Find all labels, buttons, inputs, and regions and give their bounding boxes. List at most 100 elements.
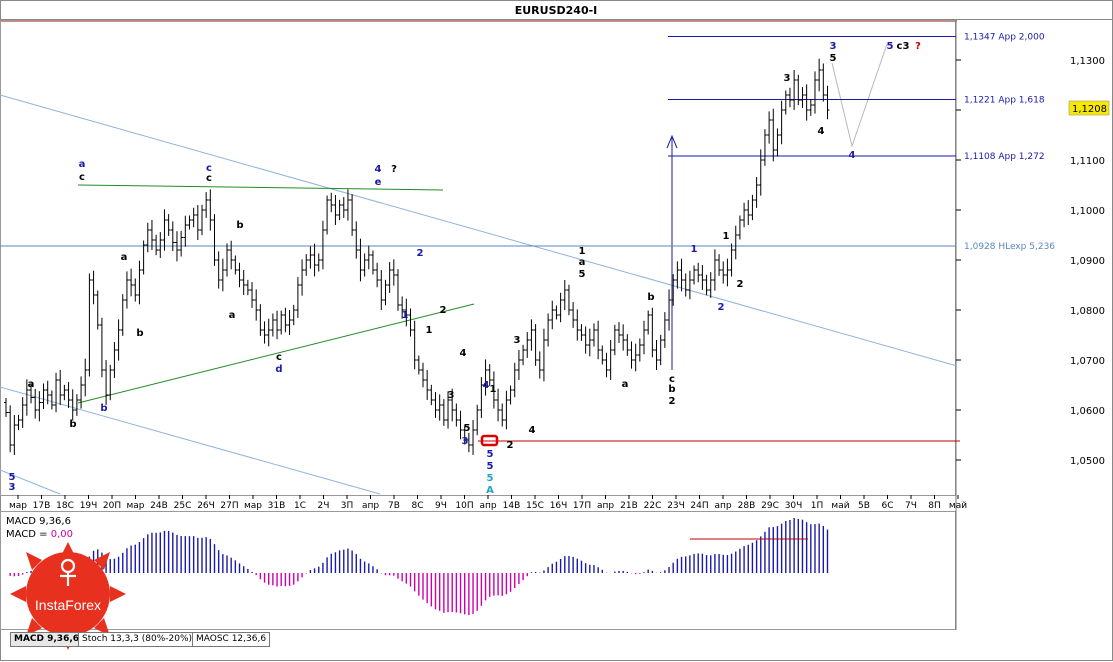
- price-bar: [687, 270, 692, 300]
- time-axis: мар 17В 18С 19Ч 20П мар 24В 25С 26Ч 27П мар 31В 1С 2Ч…: [9, 495, 967, 511]
- wave-label: a: [622, 379, 629, 390]
- time-tick-label: 29С: [761, 501, 779, 511]
- wave-label: 5: [9, 472, 16, 483]
- price-bar: [462, 425, 467, 445]
- price-bar: [391, 259, 396, 286]
- trend-lines: [77, 43, 960, 447]
- price-bar: [141, 240, 146, 275]
- wave-label: c: [79, 172, 85, 183]
- time-tick-label: 30Ч: [785, 501, 803, 511]
- price-bar: [99, 317, 104, 378]
- price-bar: [379, 270, 384, 310]
- price-bar: [275, 310, 280, 340]
- wave-label: 3: [830, 41, 837, 52]
- price-bar: [633, 343, 638, 372]
- price-bar: [366, 245, 371, 270]
- level-label: 1,1347 App 2,000: [964, 33, 1045, 43]
- time-tick-label: 22С: [644, 501, 662, 511]
- price-tick-label: 1,0500: [1070, 456, 1105, 467]
- wave-label: 2: [737, 279, 744, 290]
- time-tick-label: 15С: [526, 501, 544, 511]
- price-bar: [433, 392, 438, 418]
- price-bar: [220, 258, 225, 292]
- price-bar: [108, 364, 113, 401]
- price-bar: [637, 338, 642, 362]
- price-bar: [33, 388, 38, 419]
- wave-label: A: [486, 485, 494, 496]
- price-bar: [62, 384, 67, 401]
- price-bar: [596, 320, 601, 360]
- price-bar: [725, 258, 730, 287]
- macd-label-2: MACD = 0,00: [6, 529, 73, 540]
- price-bar: [54, 372, 59, 413]
- price-bar: [504, 390, 509, 430]
- price-bar: [179, 230, 184, 257]
- price-bar: [775, 128, 780, 157]
- logo-text: InstaForex: [35, 597, 101, 613]
- time-tick-label: 6С: [881, 501, 893, 511]
- time-tick-label: 17П: [573, 501, 591, 511]
- price-bar: [808, 99, 813, 116]
- price-bar: [446, 391, 451, 429]
- price-bar: [12, 415, 17, 455]
- tab-maosc[interactable]: MAOSC 12,36,6: [192, 632, 271, 647]
- price-bar: [29, 384, 34, 404]
- price-bar: [587, 328, 592, 357]
- tab-macd[interactable]: MACD 9,36,6: [10, 632, 84, 647]
- price-bar: [591, 323, 596, 347]
- wave-label: b: [136, 328, 143, 339]
- price-bar: [437, 394, 442, 421]
- price-bar: [291, 304, 296, 326]
- price-bar: [721, 261, 726, 284]
- price-bar: [312, 243, 317, 277]
- price-bar: [375, 262, 380, 288]
- price-tick-label: 1,0700: [1070, 356, 1105, 367]
- price-bar: [354, 221, 359, 259]
- channel-lower-line-2: [0, 469, 61, 495]
- price-bar: [95, 290, 100, 330]
- price-bar: [133, 278, 138, 302]
- price-bar: [812, 71, 817, 114]
- price-bar: [8, 405, 13, 453]
- wave-label: e: [375, 177, 382, 188]
- wave-label: c3: [897, 41, 910, 52]
- wave-label: 4: [375, 164, 382, 175]
- wave-label: 3: [448, 390, 455, 401]
- price-bar: [129, 268, 134, 297]
- wave-label: 1: [579, 246, 586, 257]
- price-bar: [475, 404, 480, 436]
- price-bar: [500, 403, 505, 427]
- wave-label: 1: [426, 325, 433, 336]
- price-bar: [717, 254, 722, 276]
- price-bar: [208, 189, 213, 231]
- price-bar: [358, 238, 363, 282]
- price-bar: [466, 432, 471, 453]
- price-bar: [800, 87, 805, 108]
- time-tick-label: 25С: [174, 501, 192, 511]
- price-bar: [83, 358, 88, 397]
- price-bar: [612, 324, 617, 356]
- trend-channel: [0, 94, 958, 495]
- price-bar: [696, 262, 701, 283]
- wave-label: a: [229, 310, 236, 321]
- price-tick-label: 1,1100: [1070, 156, 1105, 167]
- wave-label: 2: [718, 302, 725, 313]
- price-bar: [174, 231, 179, 262]
- time-tick-label: 1С: [294, 501, 306, 511]
- wave-label: 1: [490, 384, 497, 395]
- time-tick-label: мар: [9, 501, 27, 511]
- price-bar: [729, 243, 734, 277]
- wave-label: 2: [440, 305, 447, 316]
- price-bar: [546, 313, 551, 347]
- time-tick-label: 8П: [928, 501, 941, 511]
- price-bar: [199, 204, 204, 236]
- time-tick-label: 10П: [455, 501, 473, 511]
- price-bar: [458, 410, 463, 440]
- price-bar: [279, 310, 284, 335]
- tab-stoch[interactable]: Stoch 13,3,3 (80%-20%): [78, 632, 197, 647]
- wave-label: b: [100, 403, 107, 414]
- price-bar: [237, 262, 242, 288]
- price-bar: [329, 192, 334, 213]
- price-bar: [787, 87, 792, 108]
- price-bar: [658, 334, 663, 366]
